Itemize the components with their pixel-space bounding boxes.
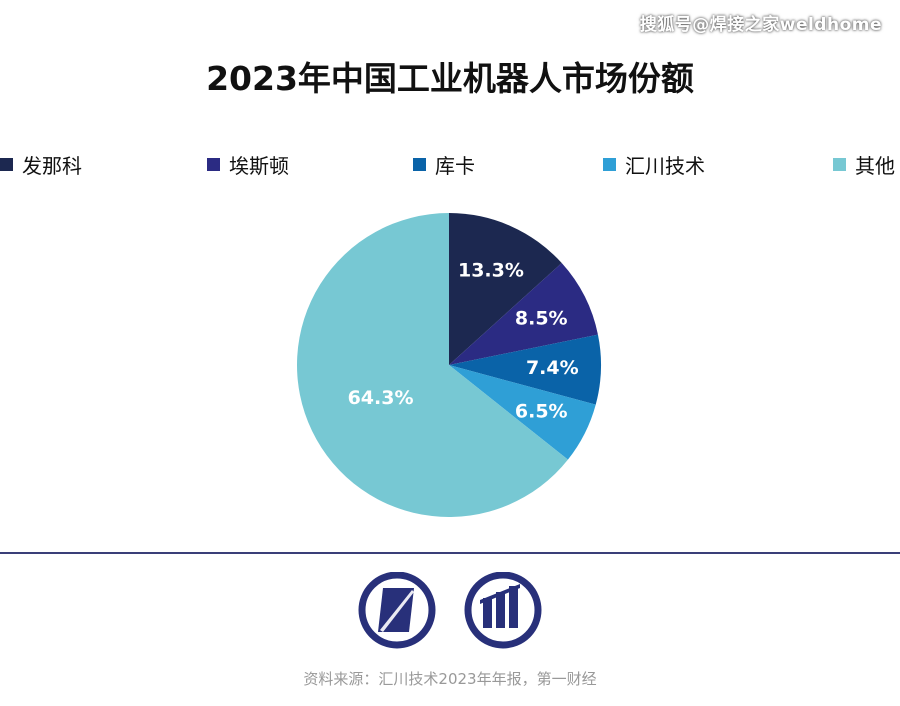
pie-chart: 13.3% 8.5% 7.4% 6.5% 64.3% [297, 213, 602, 517]
legend-label-0: 发那科 [22, 154, 82, 178]
legend-label-4: 其他 [855, 154, 895, 178]
legend-item-1: 埃斯顿 [207, 150, 289, 179]
logo-right-icon [464, 572, 542, 649]
pie-label-3: 6.5% [515, 401, 568, 423]
logo-left-icon [358, 572, 436, 649]
legend: 发那科 埃斯顿 库卡 汇川技术 其他 [0, 150, 900, 180]
legend-item-0: 发那科 [0, 150, 82, 179]
pie-slice-0 [449, 213, 562, 365]
pie-slice-4 [297, 213, 568, 517]
source-note: 资料来源：汇川技术2023年年报，第一财经 [303, 670, 597, 688]
legend-label-1: 埃斯顿 [229, 154, 289, 178]
watermark: 搜狐号@焊接之家weldhome [639, 15, 882, 35]
legend-swatch-1 [207, 158, 220, 171]
pie-label-4: 64.3% [348, 387, 414, 409]
legend-label-2: 库卡 [435, 154, 475, 178]
legend-item-2: 库卡 [413, 150, 475, 179]
legend-swatch-3 [603, 158, 616, 171]
pie-slice-2 [449, 334, 602, 405]
pie-label-0: 13.3% [458, 260, 524, 282]
legend-swatch-2 [413, 158, 426, 171]
legend-swatch-0 [0, 158, 13, 171]
divider [0, 552, 900, 554]
logos [358, 572, 542, 649]
legend-item-3: 汇川技术 [603, 150, 705, 179]
pie-label-1: 8.5% [515, 307, 568, 329]
pie-label-2: 7.4% [526, 357, 579, 379]
pie-slice-3 [449, 365, 596, 460]
legend-swatch-4 [833, 158, 846, 171]
pie-slice-1 [449, 263, 598, 365]
chart-title: 2023年中国工业机器人市场份额 [206, 59, 694, 98]
legend-label-3: 汇川技术 [625, 154, 705, 178]
legend-item-4: 其他 [833, 150, 895, 179]
